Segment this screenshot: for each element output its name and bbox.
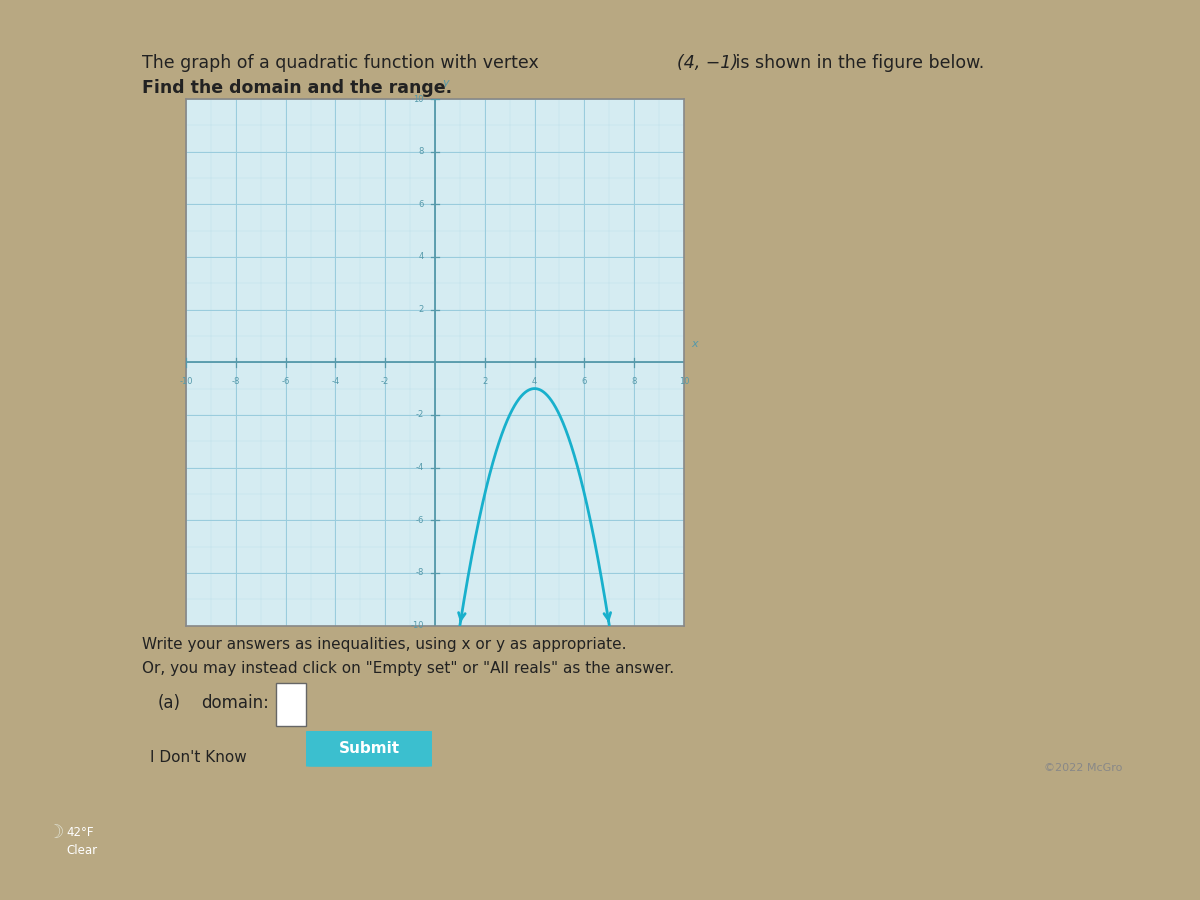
Text: 10: 10 (679, 377, 689, 386)
Text: -8: -8 (232, 377, 240, 386)
Text: ©2022 McGro: ©2022 McGro (1044, 763, 1122, 773)
Text: 42°F: 42°F (66, 826, 94, 839)
Text: 4: 4 (419, 253, 424, 262)
Text: x: x (691, 339, 698, 349)
FancyBboxPatch shape (300, 731, 438, 767)
Text: -4: -4 (331, 377, 340, 386)
Text: 2: 2 (482, 377, 487, 386)
Text: 6: 6 (582, 377, 587, 386)
Text: 8: 8 (631, 377, 637, 386)
Text: -10: -10 (179, 377, 193, 386)
Text: domain:: domain: (200, 694, 269, 712)
Text: Write your answers as inequalities, using x or y as appropriate.: Write your answers as inequalities, usin… (142, 637, 626, 652)
Text: (a): (a) (157, 694, 180, 712)
Text: -2: -2 (415, 410, 424, 419)
Text: y: y (443, 78, 449, 88)
Text: -8: -8 (415, 569, 424, 578)
Text: The graph of a quadratic function with vertex: The graph of a quadratic function with v… (142, 54, 544, 72)
Text: I Don't Know: I Don't Know (150, 750, 247, 765)
Text: Submit: Submit (338, 742, 400, 756)
Text: ☽: ☽ (46, 824, 64, 842)
Text: -6: -6 (282, 377, 289, 386)
Text: -4: -4 (415, 463, 424, 472)
Text: -10: -10 (410, 621, 424, 630)
Text: 8: 8 (419, 148, 424, 157)
Text: 4: 4 (532, 377, 538, 386)
Text: (4, −1): (4, −1) (677, 54, 738, 72)
Text: 6: 6 (419, 200, 424, 209)
Text: Find the domain and the range.: Find the domain and the range. (142, 79, 451, 97)
Text: 2: 2 (419, 305, 424, 314)
Text: is shown in the figure below.: is shown in the figure below. (730, 54, 984, 72)
Text: Clear: Clear (66, 844, 97, 857)
Text: -6: -6 (415, 516, 424, 525)
Text: 10: 10 (413, 94, 424, 104)
FancyBboxPatch shape (276, 682, 306, 725)
Text: -2: -2 (382, 377, 389, 386)
Text: Or, you may instead click on "Empty set" or "All reals" as the answer.: Or, you may instead click on "Empty set"… (142, 662, 673, 677)
